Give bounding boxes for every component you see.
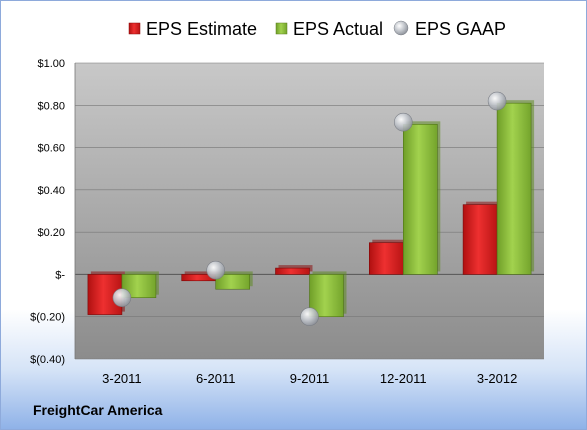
x-category-label: 6-2011 <box>196 371 236 386</box>
y-tick-label: $0.80 <box>37 100 65 112</box>
legend-label-actual: EPS Actual <box>293 19 383 39</box>
legend-swatch-actual <box>275 22 288 35</box>
x-category-label: 9-2011 <box>290 371 330 386</box>
x-category-label: 12-2011 <box>380 371 427 386</box>
company-name: FreightCar America <box>33 402 163 418</box>
gaap-point <box>206 260 225 280</box>
actual-bar <box>215 274 250 290</box>
bars <box>87 100 535 318</box>
estimate-bar <box>368 242 404 275</box>
legend-item-estimate: EPS Estimate <box>128 19 257 39</box>
legend-label-gaap: EPS GAAP <box>415 19 506 39</box>
gaap-point <box>487 91 507 111</box>
estimate-bar <box>275 267 310 275</box>
x-category-label: 3-2012 <box>477 371 517 386</box>
legend-swatch-estimate <box>128 22 141 35</box>
actual-bar <box>496 102 532 275</box>
y-tick-label: $0.60 <box>37 143 65 155</box>
y-tick-label: $0.40 <box>37 185 65 197</box>
x-axis-categories: 3-2011 6-2011 9-2011 12-2011 3-2012 <box>102 371 517 386</box>
gaap-point <box>112 288 132 307</box>
legend: EPS Estimate EPS Actual EPS GAAP <box>128 19 506 39</box>
legend-label-estimate: EPS Estimate <box>146 19 257 39</box>
y-axis-ticks: $1.00 $0.80 $0.60 $0.40 $0.20 $- $(0.20) $(0.40… <box>30 58 65 366</box>
legend-item-actual: EPS Actual <box>275 19 383 39</box>
y-tick-label: $(0.40) <box>30 354 65 366</box>
gaap-point <box>300 307 319 327</box>
y-tick-label: $(0.20) <box>30 312 65 324</box>
y-tick-label: $1.00 <box>37 58 65 70</box>
gaap-points <box>112 91 507 327</box>
y-tick-label: $0.20 <box>37 227 65 239</box>
estimate-bar <box>462 204 498 275</box>
legend-item-gaap: EPS GAAP <box>393 19 506 39</box>
actual-bar <box>402 124 438 275</box>
legend-swatch-gaap <box>393 20 409 36</box>
gaap-point <box>393 112 413 132</box>
actual-bar <box>121 274 157 298</box>
y-tick-label: $- <box>55 269 65 281</box>
x-category-label: 3-2011 <box>102 371 142 386</box>
